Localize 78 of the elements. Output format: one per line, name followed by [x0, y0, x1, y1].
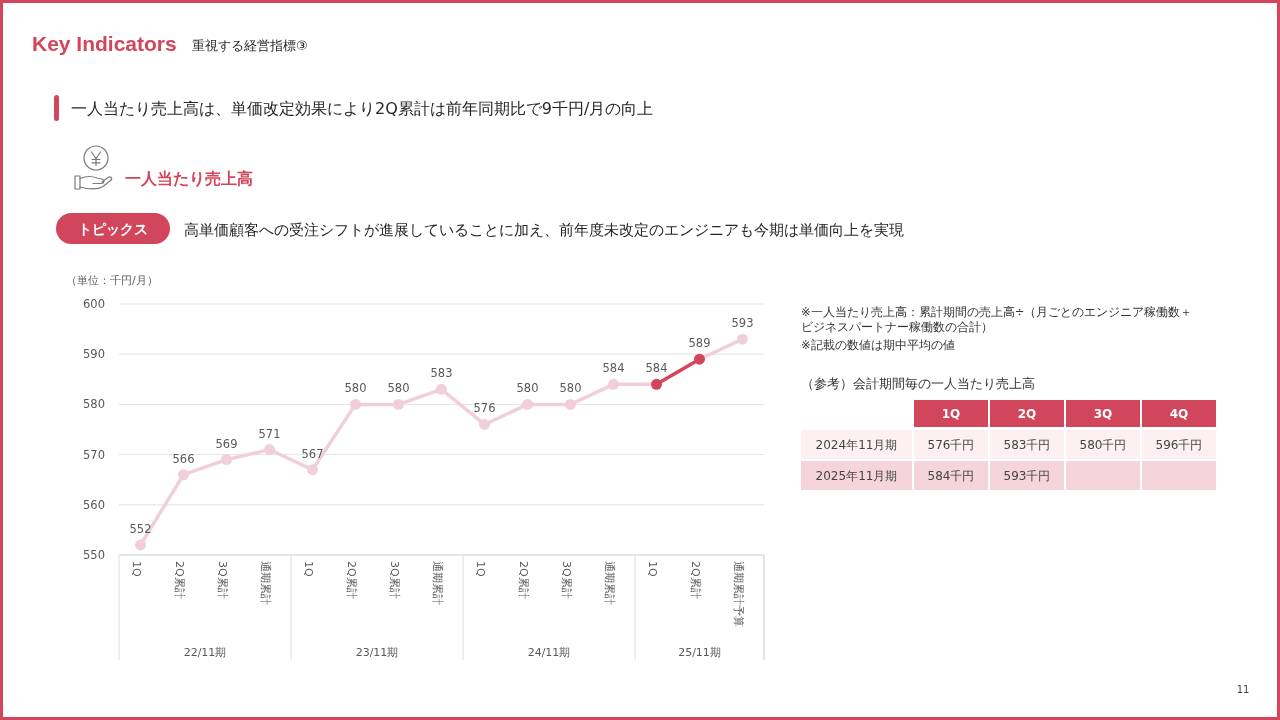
data-label: 584 — [645, 361, 668, 376]
y-tick-label: 550 — [83, 548, 105, 563]
text: 24/11期 — [527, 646, 571, 659]
point — [479, 418, 490, 430]
data-label: 596千円 — [1155, 437, 1203, 452]
y-tick-label: 2025年11月期 — [815, 468, 898, 483]
text: 重視する経営指標③ — [192, 38, 308, 53]
y-tick-label: 590 — [83, 347, 105, 362]
y-tick-label: 560 — [83, 497, 105, 512]
y-tick-label: 570 — [83, 447, 105, 462]
x-tick-label: 1Q — [474, 561, 487, 577]
data-label: 583 — [430, 366, 453, 381]
chart-title: 一人当たり売上高 — [125, 169, 253, 188]
data-label: 583千円 — [1003, 437, 1051, 452]
data-label: 580 — [387, 381, 410, 396]
text: Key Indicators — [32, 32, 177, 55]
x-tick-label: 3Q累計 — [560, 561, 573, 599]
x-tick-label: 1Q — [941, 406, 961, 421]
data-label: 567 — [301, 446, 324, 461]
data-label: 584千円 — [927, 468, 975, 483]
x-tick-label: 通期累計 — [603, 561, 616, 605]
y-tick-label: 2024年11月期 — [815, 437, 898, 452]
chart-title: （参考）会計期間毎の一人当たり売上高 — [801, 376, 1035, 391]
y-axis-title: （単位：千円/月） — [66, 274, 158, 287]
text: 11 — [1236, 684, 1250, 695]
data-label: 593千円 — [1003, 468, 1051, 483]
text: 25/11期 — [678, 646, 721, 659]
point — [264, 444, 275, 456]
x-tick-label: 2Q累計 — [173, 561, 186, 599]
point — [522, 398, 533, 410]
data-label: 580 — [344, 381, 367, 396]
point — [565, 398, 576, 410]
x-tick-label: 2Q累計 — [517, 561, 530, 599]
data-label: 566 — [172, 451, 195, 466]
point — [694, 353, 705, 365]
x-tick-label: 2Q累計 — [345, 561, 358, 599]
x-tick-label: 2Q累計 — [689, 561, 702, 599]
x-tick-label: 通期累計予算 — [732, 561, 745, 627]
data-label: 552 — [129, 521, 152, 536]
x-tick-label: 3Q — [1093, 406, 1113, 421]
x-tick-label: 1Q — [646, 561, 659, 577]
x-tick-label: 3Q累計 — [388, 561, 401, 599]
point — [436, 383, 447, 395]
text: 23/11期 — [355, 646, 399, 659]
data-label: 580 — [559, 381, 582, 396]
point — [608, 378, 619, 390]
data-label: 571 — [258, 426, 281, 441]
point — [135, 539, 146, 551]
data-label: 569 — [215, 436, 238, 451]
data-label: 576千円 — [927, 437, 975, 452]
data-label: 593 — [731, 316, 754, 331]
data-label: 589 — [688, 336, 711, 351]
y-tick-label: 580 — [83, 397, 105, 412]
text: 高単価顧客への受注シフトが進展していることに加え、前年度未改定のエンジニアも今期は単価向上を実現 — [184, 221, 904, 239]
text: トピックス — [78, 221, 148, 237]
data-label: 584 — [602, 361, 625, 376]
y-tick-label: 600 — [83, 297, 105, 312]
x-tick-label: 1Q — [130, 561, 143, 577]
x-tick-label: 1Q — [302, 561, 315, 577]
data-label: 580 — [516, 381, 539, 396]
x-tick-label: 3Q累計 — [216, 561, 229, 599]
x-tick-label: 通期累計 — [259, 561, 272, 605]
point — [737, 333, 748, 345]
point — [350, 398, 361, 410]
x-tick-label: 4Q — [1169, 406, 1189, 421]
x-tick-label: 通期累計 — [431, 561, 444, 605]
text: ※記載の数値は期中平均の値 — [801, 338, 955, 352]
text: 一人当たり売上高は、単価改定効果により2Q累計は前年同期比で9千円/月の向上 — [71, 99, 654, 118]
data-label: 580千円 — [1079, 437, 1127, 452]
point — [221, 454, 232, 466]
data-label: 576 — [473, 401, 496, 416]
text: ※一人当たり売上高：累計期間の売上高÷（月ごとのエンジニア稼働数＋ビジネスパートナー稼働数の合計） — [801, 305, 1193, 334]
point — [178, 469, 189, 481]
point — [651, 378, 662, 390]
point — [393, 398, 404, 410]
point — [307, 464, 318, 476]
x-tick-label: 2Q — [1017, 406, 1037, 421]
text: 22/11期 — [183, 646, 227, 659]
